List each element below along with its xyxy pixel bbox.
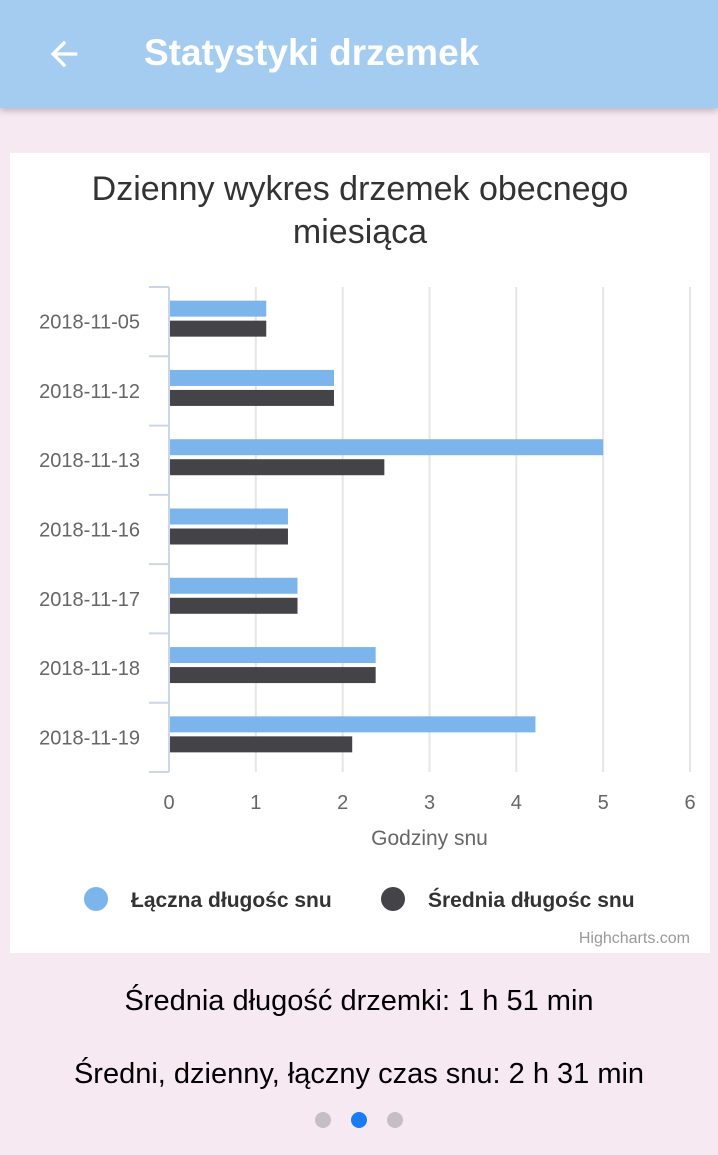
chart-credits: Highcharts.com [579,930,690,947]
value-tick-label: 2 [337,792,348,814]
legend-label: Łączna długośc snu [131,889,332,912]
average-nap-length: Średnia długość drzemki: 1 h 51 min [124,985,594,1017]
page-title: Statystyki drzemek [144,32,480,73]
value-tick-label: 6 [684,792,695,814]
category-label: 2018-11-19 [39,727,140,749]
legend-marker [84,887,108,911]
legend-marker [381,887,405,911]
arrow-left-icon [50,40,78,68]
bar-average [170,667,376,684]
bar-total [170,508,288,525]
category-label: 2018-11-17 [39,589,140,611]
bar-total [170,439,604,456]
app-bar: Statystyki drzemek [0,0,718,108]
page-dot[interactable] [315,1112,331,1128]
chart-title: Dzienny wykres drzemek obecnego miesiąca [92,170,629,251]
value-tick-label: 4 [511,792,522,814]
value-tick-label: 1 [250,792,261,814]
legend-label: Średnia długośc snu [428,888,635,912]
page-dot[interactable] [387,1112,403,1128]
bar-total [170,369,334,386]
value-tick-label: 5 [598,792,609,814]
bar-total [170,647,376,664]
x-axis-title: Godziny snu [371,827,488,850]
bar-average [170,459,385,476]
bar-average [170,597,298,614]
bar-average [170,528,288,545]
page-dot[interactable] [351,1112,367,1128]
category-label: 2018-11-13 [39,450,140,472]
value-tick-label: 0 [163,792,174,814]
bar-total [170,577,298,594]
category-label: 2018-11-12 [39,381,140,403]
category-label: 2018-11-05 [39,312,140,334]
bar-average [170,736,353,753]
category-label: 2018-11-16 [39,520,140,542]
value-tick-label: 3 [424,792,435,814]
back-button[interactable] [34,24,94,84]
bar-total [170,716,536,733]
average-daily-sleep: Średni, dzienny, łączny czas snu: 2 h 31… [73,1058,645,1090]
nap-bar-chart: Dzienny wykres drzemek obecnego miesiąca 2… [39,170,695,947]
bar-average [170,389,334,406]
category-label: 2018-11-18 [39,658,140,680]
bar-average [170,320,267,337]
bar-total [170,300,267,317]
chart-card: Dzienny wykres drzemek obecnego miesiąca 2… [10,153,710,953]
page-indicator [0,1112,718,1130]
